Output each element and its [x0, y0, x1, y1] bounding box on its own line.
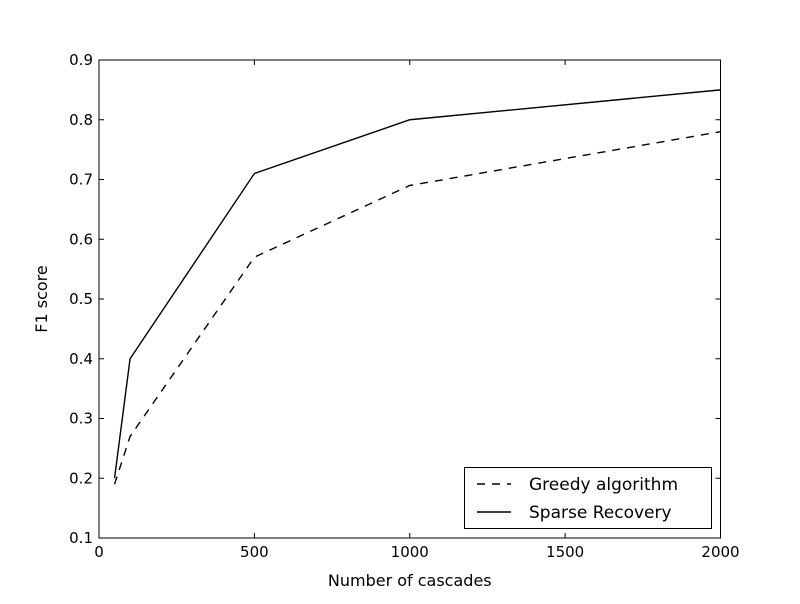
x-tick-label: 0	[94, 543, 104, 561]
x-tick-label: 2000	[701, 543, 739, 561]
x-tick-label: 500	[240, 543, 269, 561]
legend-label-greedy-algorithm: Greedy algorithm	[529, 475, 678, 495]
x-axis-label: Number of cascades	[328, 571, 492, 590]
y-tick-label: 0.7	[69, 171, 93, 189]
y-tick-label: 0.3	[69, 410, 93, 428]
legend-label-sparse-recovery: Sparse Recovery	[529, 503, 672, 523]
y-tick-label: 0.6	[69, 230, 93, 248]
y-tick-label: 0.5	[69, 290, 93, 308]
plot-area: 0 500 1000 1500 2000 0.1 0.2 0.3 0.4 0.5 0.6 0.7 0.8…	[69, 51, 739, 561]
series-line-greedy-algorithm	[113, 131, 721, 485]
series-line-sparse-recovery	[113, 89, 721, 479]
y-axis-label: F1 score	[32, 265, 51, 332]
x-tick-label: 1500	[546, 543, 584, 561]
x-tick-label: 1000	[391, 543, 429, 561]
y-tick-label: 0.8	[69, 111, 93, 129]
y-tick-label: 0.2	[69, 469, 93, 487]
plot-border	[98, 59, 721, 539]
legend: Greedy algorithm Sparse Recovery	[464, 467, 712, 529]
y-tick-label: 0.1	[69, 529, 93, 547]
y-tick-label: 0.4	[69, 350, 93, 368]
y-tick-label: 0.9	[69, 51, 93, 69]
legend-box	[464, 467, 712, 529]
